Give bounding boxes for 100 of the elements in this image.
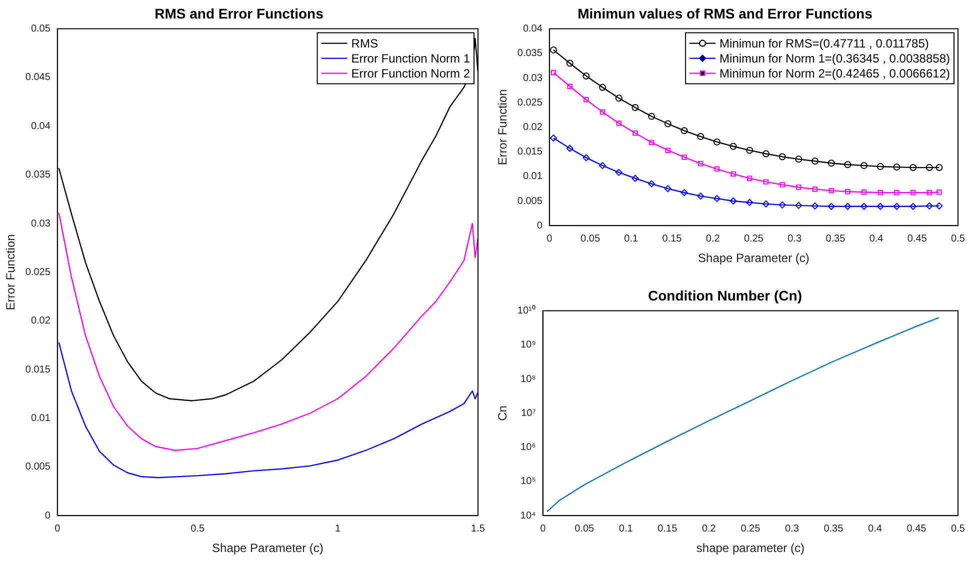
point [795,156,802,163]
point [632,174,639,182]
point [876,163,884,170]
y-tick-label: 0.04 [522,24,543,35]
point [566,144,574,152]
point [680,127,688,134]
y-tick-label: 0 [536,220,543,232]
point [550,46,558,54]
legend-label: Error Function Norm 1 [351,52,470,66]
chart-title: Condition Number (Cn) [648,287,802,304]
chart-title: RMS and Error Functions [154,5,324,22]
x-axis-title: shape parameter (c) [696,541,804,556]
legend-label: Error Function Norm 2 [351,66,470,81]
point [615,94,622,102]
point [746,198,754,206]
legend-label: Minimun for Norm 1=(0.36345 , 0.0038858) [720,52,950,66]
y-tick-label: 0.035 [517,48,543,60]
point [632,130,638,136]
x-tick-label: 0.3 [788,233,802,244]
y-tick-label: 0.04 [30,120,51,132]
point [567,84,572,89]
x-tick-label: 0.15 [658,523,678,534]
point [860,162,868,170]
point [812,158,818,165]
point [926,164,933,172]
point [665,148,671,153]
point [746,146,754,154]
legend-label: Minimun for Norm 2=(0.42465 , 0.0066612) [720,66,950,81]
x-tick-label: 0 [546,233,553,244]
legend-label: RMS [351,36,378,51]
point [714,166,720,172]
y-tick-label: 10⁵ [520,476,536,488]
x-tick-label: 0.45 [907,233,928,244]
x-tick-label: 0.2 [706,233,720,244]
point [648,112,656,120]
point [566,60,574,67]
point [812,186,818,192]
chart-title: Minimun values of RMS and Error Functions [578,5,873,22]
x-tick-label: 0.05 [574,523,595,534]
point [632,104,639,112]
point [682,154,687,160]
point [550,134,558,142]
y-tick-label: 0.02 [30,316,51,327]
point [730,198,737,204]
point [893,164,900,171]
point [648,180,656,188]
y-tick-label: 0.01 [30,412,51,424]
point [828,202,835,210]
point [844,161,852,168]
x-tick-label: 1.5 [471,523,486,534]
point [778,201,786,208]
point [763,179,769,184]
x-tick-label: 0.4 [869,233,884,244]
point [936,202,943,210]
y-tick-label: 10¹⁰ [517,304,536,317]
point [795,202,802,209]
y-tick-label: 0.035 [25,170,51,181]
point [697,192,704,200]
point [697,133,704,140]
point [845,189,850,194]
y-tick-label: 10⁹ [520,340,536,351]
y-tick-label: 0.045 [25,72,51,84]
x-tick-label: 0.45 [906,523,927,534]
point [582,72,590,80]
point [780,182,785,188]
point [926,202,933,210]
point [861,190,867,195]
x-tick-label: 0.25 [744,233,764,244]
y-tick-label: 0.01 [522,171,543,182]
point [762,150,770,158]
point [762,200,770,208]
legend-label: Minimun for RMS=(0.47711 , 0.011785) [720,36,929,51]
y-tick-label: 10⁶ [520,442,536,454]
point [910,190,916,196]
point [828,160,835,167]
x-tick-label: 0 [54,523,61,534]
point [778,153,786,160]
y-tick-label: 0.03 [522,72,543,84]
y-axis-title: Error Function [4,234,18,310]
y-tick-label: 0.02 [522,122,543,133]
point [599,162,606,170]
point [844,202,852,210]
point [698,160,704,166]
x-tick-label: 0.35 [824,523,844,534]
point [812,202,818,210]
y-tick-label: 0.015 [517,146,543,158]
x-tick-label: 0.3 [784,523,800,534]
x-tick-label: 0.05 [580,233,600,244]
x-tick-label: 0.15 [662,233,682,244]
point [910,164,917,172]
point [876,202,884,210]
y-tick-label: 10⁷ [521,408,536,419]
y-tick-label: 10⁸ [520,374,536,385]
point [894,190,900,196]
point [926,190,932,196]
point [713,195,720,202]
point [730,142,737,150]
point [599,84,606,91]
point [680,189,688,196]
point [584,97,589,102]
